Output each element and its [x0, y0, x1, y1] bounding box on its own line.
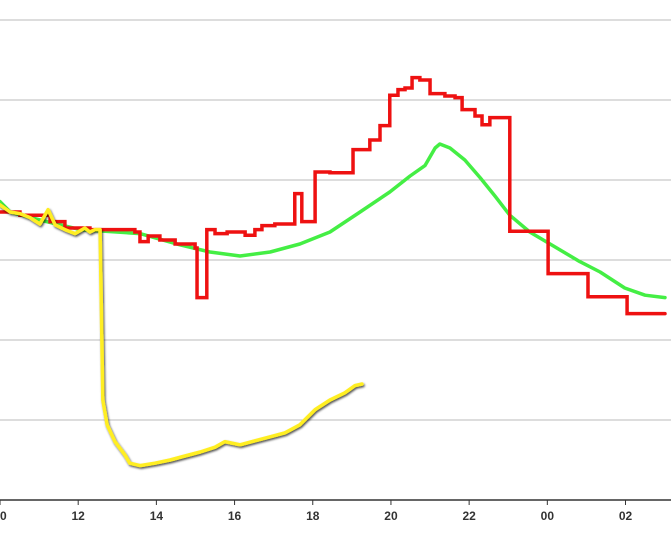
x-tick-label: 00	[541, 509, 555, 523]
x-tick-label: 22	[462, 509, 476, 523]
x-tick-label: 14	[150, 509, 164, 523]
x-tick-label: 20	[384, 509, 398, 523]
x-tick-label: 10	[0, 509, 7, 523]
x-tick-label: 18	[306, 509, 320, 523]
x-tick-label: 16	[228, 509, 242, 523]
x-tick-label: 12	[72, 509, 86, 523]
data-line	[0, 75, 667, 316]
x-tick-label: 02	[619, 509, 633, 523]
data-line	[0, 203, 364, 468]
